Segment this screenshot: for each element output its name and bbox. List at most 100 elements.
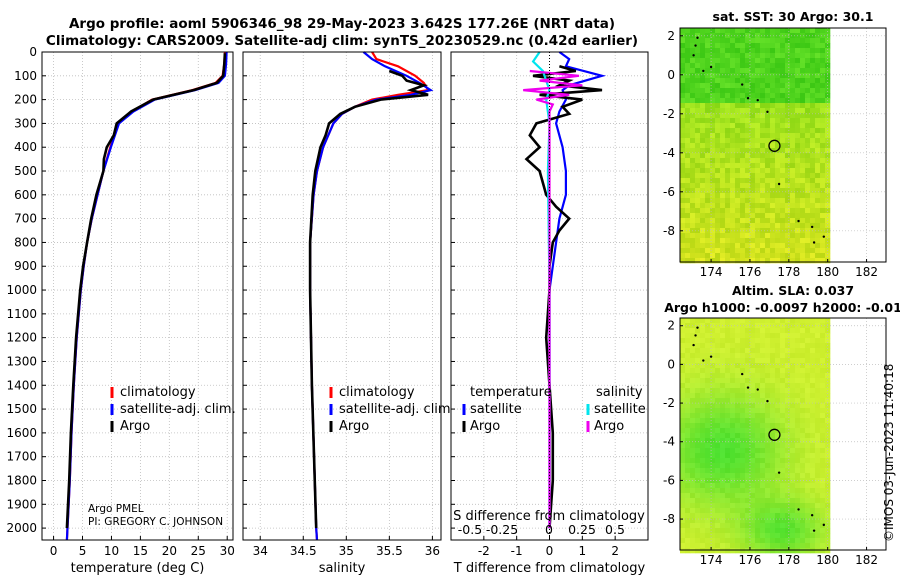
map-cell [815,198,821,204]
map-cell [680,328,686,334]
map-cell [710,488,716,494]
map-cell [810,408,816,414]
map-cell [730,253,736,259]
island-mark [692,343,695,347]
map-cell [695,188,701,194]
map-cell [740,98,746,104]
map-cell [720,238,726,244]
map-cell [785,28,791,34]
map-cell [825,183,831,189]
map-cell [820,123,826,129]
map-cell [775,98,781,104]
map-cell [775,418,781,424]
map-cell [775,78,781,84]
map-cell [720,538,726,544]
map-cell [680,98,686,104]
map-cell [790,218,796,224]
y-tick-label: 300 [14,116,37,130]
map-cell [710,398,716,404]
map-cell [770,153,776,159]
map-cell [730,133,736,139]
map-cell [690,538,696,544]
map-cell [725,223,731,229]
map-cell [685,448,691,454]
map-cell [755,448,761,454]
map-cell [825,63,831,69]
map-cell [785,223,791,229]
map-cell [680,523,686,529]
map-cell [800,233,806,239]
map-cell [750,333,756,339]
map-cell [780,513,786,519]
map-cell [810,353,816,359]
map-cell [805,103,811,109]
map-cell [690,133,696,139]
map-cell [785,258,791,264]
map-cell [735,183,741,189]
map-cell [740,463,746,469]
map-cell [820,373,826,379]
map-cell [770,503,776,509]
map-cell [770,238,776,244]
map-cell [745,113,751,119]
map-cell [730,348,736,354]
map-cell [725,153,731,159]
map-cell [760,128,766,134]
map-cell [760,143,766,149]
map-cell [795,233,801,239]
map-cell [695,543,701,549]
map-cell [725,158,731,164]
map-cell [745,353,751,359]
map-cell [815,438,821,444]
map-cell [685,453,691,459]
map-cell [820,528,826,534]
map-cell [815,103,821,109]
map-cell [765,428,771,434]
map-cell [710,438,716,444]
map-cell [700,248,706,254]
map-cell [790,183,796,189]
map-cell [695,193,701,199]
map-cell [800,183,806,189]
map-cell [720,253,726,259]
map-cell [780,158,786,164]
map-cell [750,433,756,439]
map-cell [725,548,731,554]
map-cell [825,338,831,344]
map-cell [785,243,791,249]
map-cell [760,538,766,544]
map-cell [730,383,736,389]
map-cell [785,98,791,104]
map-cell [680,318,686,324]
map-cell [770,158,776,164]
map-cell [780,458,786,464]
map-cell [715,43,721,49]
map-cell [700,318,706,324]
map-cell [785,518,791,524]
map-cell [740,478,746,484]
map-cell [700,43,706,49]
map-cell [795,458,801,464]
map-cell [795,383,801,389]
map-cell [775,248,781,254]
map-cell [705,63,711,69]
map-cell [730,513,736,519]
map-cell [780,338,786,344]
map-cell [785,363,791,369]
map-cell [780,73,786,79]
map-cell [755,393,761,399]
map-cell [710,158,716,164]
map-cell [780,403,786,409]
map-cell [730,388,736,394]
map-cell [765,68,771,74]
map-cell [795,413,801,419]
map-cell [810,168,816,174]
map-cell [680,528,686,534]
map-cell [725,243,731,249]
map-cell [705,383,711,389]
map-cell [810,208,816,214]
map-cell [680,93,686,99]
map-cell [800,178,806,184]
map-cell [705,193,711,199]
map-cell [790,498,796,504]
